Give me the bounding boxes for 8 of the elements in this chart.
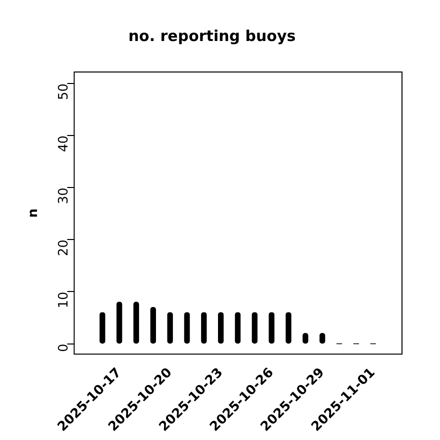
y-axis-title: n: [26, 208, 42, 218]
y-tick-label: 20: [56, 240, 72, 256]
y-tick-label: 40: [56, 136, 72, 152]
y-tick-label: 0: [56, 344, 72, 352]
y-tick-label: 50: [56, 83, 72, 100]
y-tick-label: 30: [56, 188, 72, 204]
chart-title: no. reporting buoys: [128, 26, 296, 45]
y-tick-label: 10: [56, 292, 72, 308]
